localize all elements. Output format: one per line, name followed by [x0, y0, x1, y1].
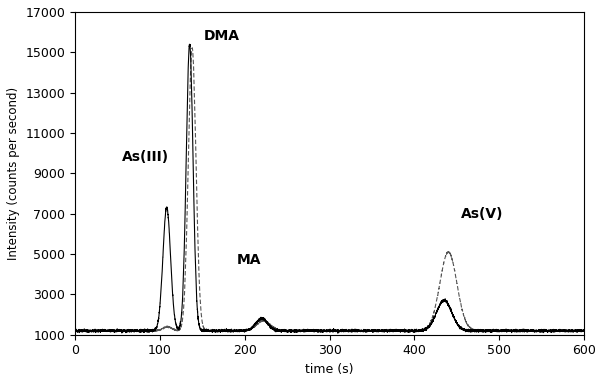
Text: MA: MA [236, 253, 260, 267]
X-axis label: time (s): time (s) [305, 363, 354, 376]
Y-axis label: Intensity (counts per second): Intensity (counts per second) [7, 87, 20, 260]
Text: DMA: DMA [204, 29, 240, 43]
Text: As(III): As(III) [122, 150, 169, 164]
Text: As(V): As(V) [461, 207, 504, 221]
